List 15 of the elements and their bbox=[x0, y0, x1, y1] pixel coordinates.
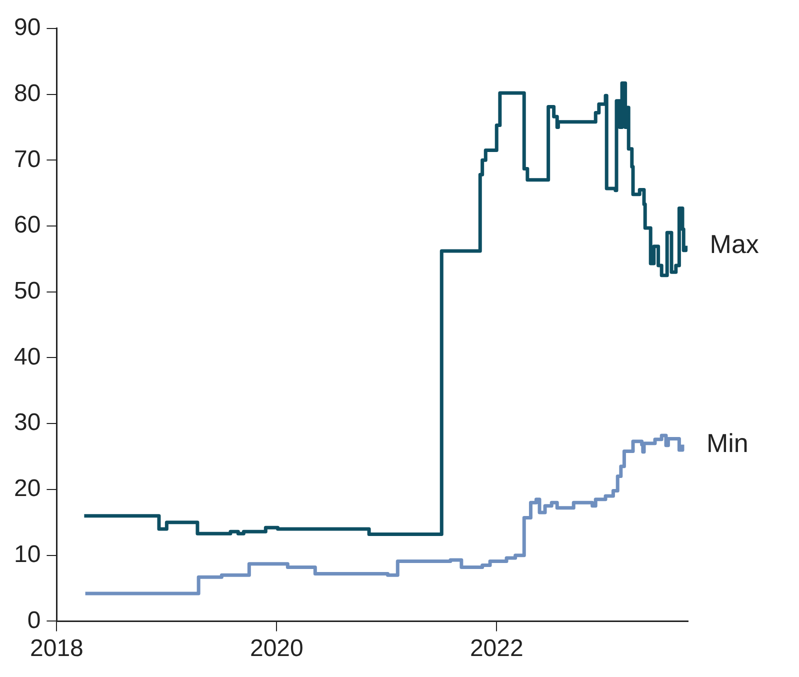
y-tick-label: 10 bbox=[14, 540, 41, 568]
y-tick-label: 60 bbox=[14, 212, 41, 239]
x-tick-label: 2022 bbox=[470, 635, 524, 662]
y-tick-label: 20 bbox=[14, 475, 41, 502]
x-tick-label: 2018 bbox=[30, 635, 84, 662]
series-label: Min bbox=[706, 428, 748, 458]
y-tick-label: 0 bbox=[27, 606, 41, 634]
y-tick-label: 40 bbox=[14, 343, 41, 370]
y-tick-label: 90 bbox=[14, 14, 41, 42]
x-tick-label: 2020 bbox=[250, 635, 304, 662]
y-tick-label: 30 bbox=[14, 409, 41, 436]
y-tick-label: 80 bbox=[14, 80, 41, 107]
y-tick-label: 70 bbox=[14, 146, 41, 173]
y-tick-label: 50 bbox=[14, 277, 41, 304]
series-label: Max bbox=[710, 228, 759, 259]
